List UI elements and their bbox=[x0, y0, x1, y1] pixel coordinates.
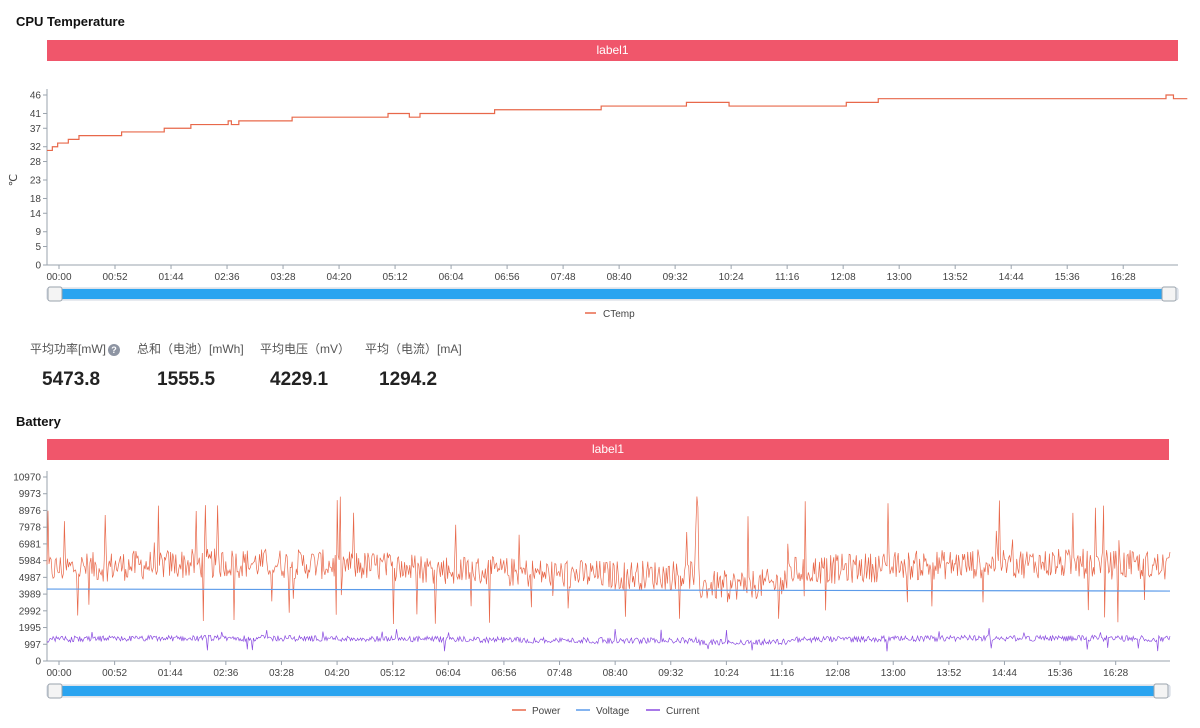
legend-ctemp-label[interactable]: CTemp bbox=[603, 309, 635, 320]
battery-x-tick-label: 00:00 bbox=[46, 668, 71, 679]
battery-y-tick-label: 0 bbox=[35, 657, 41, 668]
battery-legend[interactable]: Power Voltage Current bbox=[512, 706, 700, 717]
stat-avg-power: 平均功率[mW]? 5473.8 bbox=[30, 340, 120, 391]
cpu-zoom-left-handle[interactable] bbox=[47, 286, 63, 302]
cpu-y-tick-label: 9 bbox=[35, 227, 41, 238]
cpu-x-tick-label: 02:36 bbox=[215, 272, 240, 283]
legend-voltage-label[interactable]: Voltage bbox=[596, 706, 630, 717]
cpu-x-tick-label: 00:52 bbox=[102, 272, 127, 283]
cpu-x-tick-label: 13:52 bbox=[943, 272, 968, 283]
cpu-x-tick-label: 06:04 bbox=[439, 272, 464, 283]
cpu-y-tick-label: 0 bbox=[35, 261, 41, 272]
battery-y-tick-label: 1995 bbox=[19, 623, 42, 634]
battery-y-tick-label: 4987 bbox=[19, 573, 42, 584]
battery-zoom-right-handle[interactable] bbox=[1153, 683, 1169, 699]
cpu-x-tick-label: 00:00 bbox=[46, 272, 71, 283]
battery-x-tick-label: 06:56 bbox=[491, 668, 516, 679]
cpu-y-axis-label: ℃ bbox=[8, 174, 20, 186]
battery-y-tick-label: 7978 bbox=[19, 523, 42, 534]
cpu-y-tick-label: 41 bbox=[30, 109, 42, 120]
cpu-y-tick-label: 14 bbox=[30, 209, 42, 220]
battery-x-tick-label: 09:32 bbox=[658, 668, 683, 679]
ctemp-line bbox=[47, 94, 1188, 152]
cpu-y-tick-label: 28 bbox=[30, 157, 42, 168]
stat-battery-total-value: 1555.5 bbox=[157, 369, 216, 390]
battery-y-tick-label: 997 bbox=[24, 640, 41, 651]
battery-x-tick-label: 03:28 bbox=[269, 668, 294, 679]
legend-current-label[interactable]: Current bbox=[666, 706, 700, 717]
cpu-legend[interactable]: CTemp bbox=[585, 309, 635, 320]
cpu-temperature-title: CPU Temperature bbox=[16, 14, 125, 29]
battery-x-tick-label: 15:36 bbox=[1048, 668, 1073, 679]
battery-y-tick-label: 5984 bbox=[19, 556, 42, 567]
battery-banner: label1 bbox=[47, 439, 1169, 460]
battery-y-tick-label: 8976 bbox=[19, 506, 42, 517]
battery-x-tick-label: 14:44 bbox=[992, 668, 1017, 679]
cpu-y-tick-label: 46 bbox=[30, 91, 42, 102]
battery-x-tick-label: 05:12 bbox=[380, 668, 405, 679]
cpu-x-tick-label: 13:00 bbox=[887, 272, 912, 283]
battery-x-tick-label: 04:20 bbox=[325, 668, 350, 679]
voltage-line bbox=[46, 588, 1171, 592]
battery-x-tick-label: 13:00 bbox=[881, 668, 906, 679]
battery-x-tick-label: 10:24 bbox=[714, 668, 739, 679]
cpu-y-tick-label: 37 bbox=[30, 124, 42, 135]
cpu-y-tick-label: 23 bbox=[30, 176, 42, 187]
cpu-y-tick-label: 18 bbox=[30, 194, 42, 205]
stat-avg-power-value: 5473.8 bbox=[42, 369, 101, 390]
cpu-x-tick-label: 09:32 bbox=[663, 272, 688, 283]
stat-avg-current: 平均（电流）[mA] 1294.2 bbox=[365, 340, 462, 391]
battery-x-tick-label: 11:16 bbox=[770, 668, 795, 679]
cpu-y-tick-label: 5 bbox=[35, 242, 41, 253]
power-line bbox=[46, 496, 1171, 625]
cpu-x-tick-label: 07:48 bbox=[551, 272, 576, 283]
stat-avg-voltage: 平均电压（mV） 4229.1 bbox=[260, 340, 350, 391]
battery-x-tick-label: 12:08 bbox=[825, 668, 850, 679]
cpu-zoom-window[interactable] bbox=[53, 289, 1172, 299]
stat-avg-voltage-label: 平均电压（mV） bbox=[260, 342, 351, 356]
cpu-x-tick-label: 12:08 bbox=[831, 272, 856, 283]
cpu-x-tick-label: 15:36 bbox=[1055, 272, 1080, 283]
cpu-x-tick-label: 16:28 bbox=[1111, 272, 1136, 283]
battery-x-tick-label: 08:40 bbox=[603, 668, 628, 679]
stat-battery-total: 总和（电池）[mWh] 1555.5 bbox=[137, 340, 244, 391]
cpu-x-tick-label: 10:24 bbox=[719, 272, 744, 283]
cpu-x-tick-label: 01:44 bbox=[159, 272, 184, 283]
battery-title: Battery bbox=[16, 414, 61, 429]
battery-y-tick-label: 9973 bbox=[19, 489, 42, 500]
stat-avg-current-label: 平均（电流）[mA] bbox=[365, 342, 462, 356]
stat-avg-voltage-value: 4229.1 bbox=[270, 369, 329, 390]
battery-zoom-left-handle[interactable] bbox=[47, 683, 63, 699]
cpu-zoom-right-handle[interactable] bbox=[1161, 286, 1177, 302]
battery-x-tick-label: 06:04 bbox=[436, 668, 461, 679]
cpu-x-tick-label: 11:16 bbox=[775, 272, 800, 283]
battery-zoom-window[interactable] bbox=[53, 686, 1164, 696]
stat-avg-power-label: 平均功率[mW] bbox=[30, 342, 106, 356]
cpu-x-tick-label: 05:12 bbox=[383, 272, 408, 283]
cpu-x-tick-label: 04:20 bbox=[327, 272, 352, 283]
legend-power-label[interactable]: Power bbox=[532, 706, 561, 717]
cpu-y-tick-label: 32 bbox=[30, 142, 42, 153]
cpu-x-tick-label: 14:44 bbox=[999, 272, 1024, 283]
stat-battery-total-label: 总和（电池）[mWh] bbox=[137, 342, 244, 356]
battery-x-tick-label: 16:28 bbox=[1103, 668, 1128, 679]
battery-x-tick-label: 13:52 bbox=[936, 668, 961, 679]
battery-x-tick-label: 01:44 bbox=[158, 668, 183, 679]
battery-x-tick-label: 07:48 bbox=[547, 668, 572, 679]
battery-y-tick-label: 2992 bbox=[19, 606, 42, 617]
battery-x-tick-label: 02:36 bbox=[213, 668, 238, 679]
cpu-temperature-chart: 0 5 9 14 18 23 28 32 37 41 46 00:00 00:52 01:44 02:36 0… bbox=[8, 89, 1188, 320]
cpu-x-tick-label: 03:28 bbox=[271, 272, 296, 283]
cpu-x-tick-label: 06:56 bbox=[495, 272, 520, 283]
battery-y-tick-label: 6981 bbox=[19, 539, 42, 550]
cpu-x-tick-label: 08:40 bbox=[607, 272, 632, 283]
battery-y-tick-label: 10970 bbox=[13, 473, 41, 484]
battery-y-tick-label: 3989 bbox=[19, 590, 42, 601]
current-line bbox=[46, 628, 1171, 652]
stat-avg-current-value: 1294.2 bbox=[379, 369, 438, 390]
cpu-banner: label1 bbox=[47, 40, 1178, 61]
battery-x-tick-label: 00:52 bbox=[102, 668, 127, 679]
help-icon[interactable]: ? bbox=[108, 343, 120, 356]
